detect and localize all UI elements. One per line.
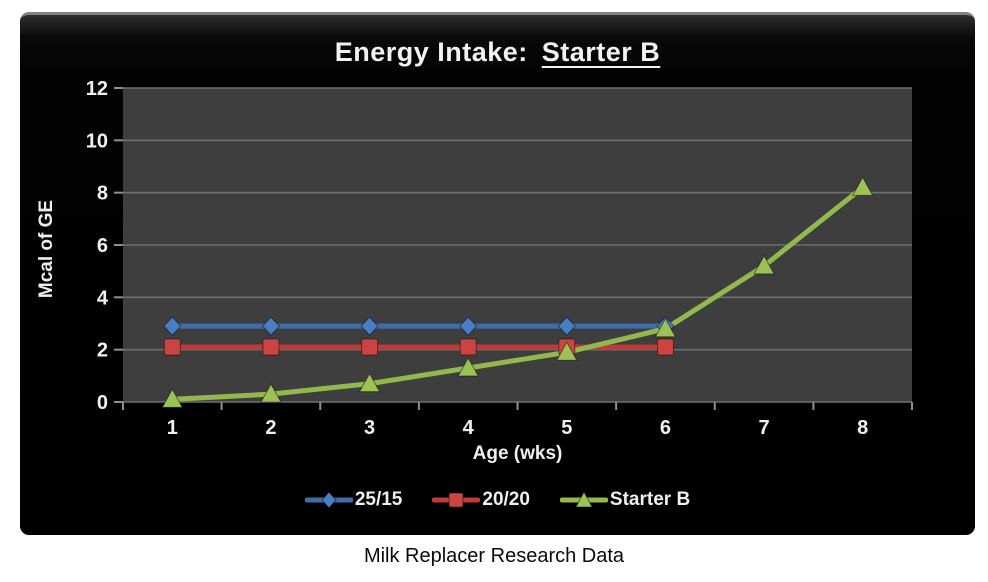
legend-item-25-15: 25/15 <box>304 489 403 511</box>
y-tick-label: 8 <box>97 183 108 205</box>
y-tick-label: 10 <box>86 130 108 152</box>
data-point-diamond <box>360 316 379 336</box>
y-tick-label: 2 <box>97 340 108 362</box>
x-tick-label: 6 <box>660 417 671 439</box>
x-axis-title: Age (wks) <box>472 443 563 464</box>
x-tick-label: 8 <box>857 417 868 439</box>
chart-title-prefix: Energy Intake: <box>334 37 528 67</box>
data-point-diamond <box>557 316 577 336</box>
legend-item-20-20: 20/20 <box>432 489 530 511</box>
data-point-triangle <box>654 317 677 338</box>
data-point-diamond <box>458 316 478 336</box>
data-point-square <box>262 338 280 356</box>
x-tick-label: 5 <box>561 417 572 439</box>
x-tick-label: 1 <box>167 417 178 439</box>
data-point-triangle <box>358 372 381 393</box>
y-tick-label: 0 <box>97 392 108 414</box>
data-point-triangle <box>555 341 578 361</box>
legend-label: Starter B <box>609 489 691 510</box>
data-point-square <box>656 338 674 356</box>
caption: Milk Replacer Research Data <box>363 545 625 567</box>
data-point-square <box>459 338 477 356</box>
data-point-diamond <box>163 316 182 336</box>
legend-item-starter-b: Starter B <box>559 489 691 511</box>
x-tick-label: 2 <box>265 417 276 439</box>
square-marker-icon <box>432 492 481 508</box>
y-tick-label: 6 <box>97 235 108 257</box>
data-point-triangle <box>161 388 184 408</box>
x-tick-label: 7 <box>759 417 770 439</box>
data-point-triangle <box>851 176 874 196</box>
data-point-triangle <box>457 356 480 377</box>
data-point-triangle <box>753 254 775 275</box>
y-tick-label: 4 <box>97 287 109 309</box>
data-point-triangle <box>260 383 282 403</box>
y-tick-label: 12 <box>86 78 108 100</box>
data-point-diamond <box>261 316 281 336</box>
x-tick-label: 4 <box>463 417 475 439</box>
legend-marker <box>575 490 593 508</box>
diamond-marker-icon <box>304 491 353 509</box>
data-point-square <box>361 338 379 356</box>
chart-title: Energy Intake: Starter B <box>20 37 975 68</box>
chart-legend: 25/15 20/20 Starter B <box>20 489 975 511</box>
data-point-square <box>163 338 181 356</box>
triangle-marker-icon <box>559 490 608 508</box>
series-line-starter-b <box>169 184 866 402</box>
legend-label: 25/15 <box>354 489 403 510</box>
legend-marker <box>448 492 464 508</box>
legend-label: 20/20 <box>482 489 530 510</box>
chart-title-emphasis: Starter B <box>541 37 661 67</box>
x-tick-label: 3 <box>364 417 375 439</box>
legend-marker <box>321 491 337 509</box>
